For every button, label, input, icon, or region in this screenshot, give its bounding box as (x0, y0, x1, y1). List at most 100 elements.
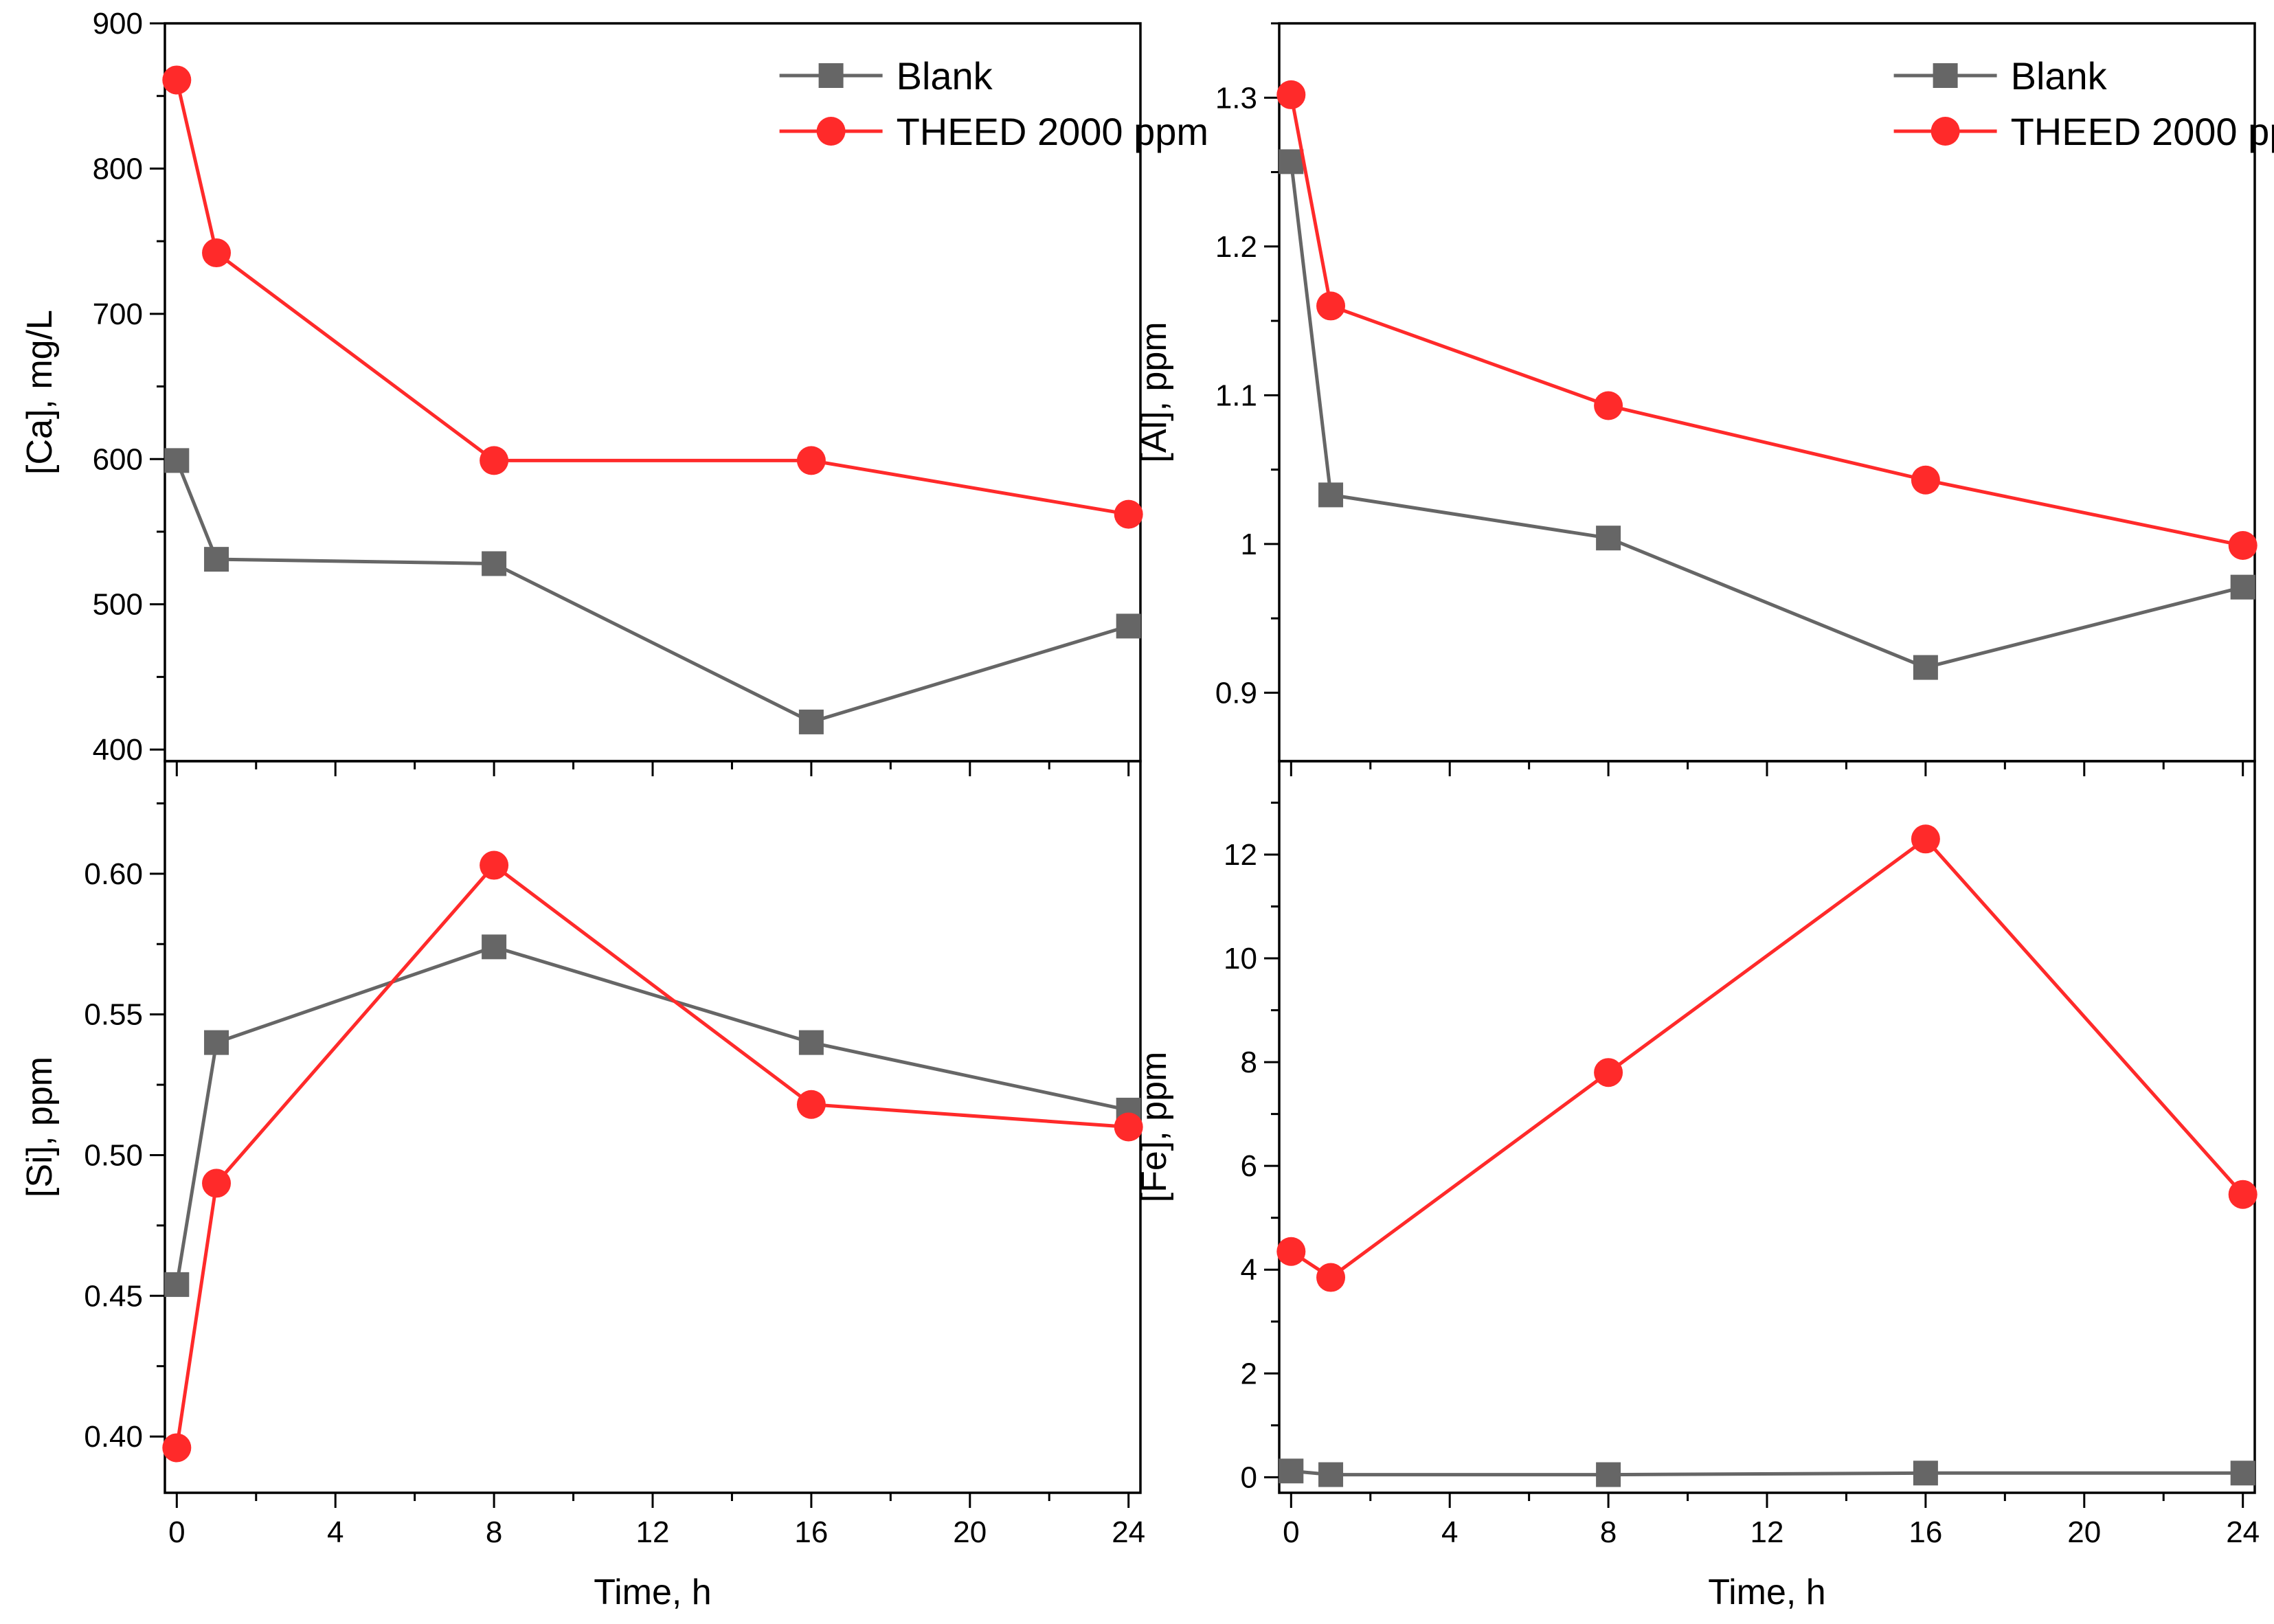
x-tick-label: 4 (327, 1515, 344, 1549)
data-point (1114, 1112, 1143, 1142)
series-theed (1276, 80, 2258, 561)
data-point (1913, 655, 1938, 680)
data-point (164, 448, 190, 473)
x-tick-label: 8 (486, 1515, 502, 1549)
legend-label: Blank (897, 54, 993, 98)
data-point (1276, 80, 1306, 109)
data-point (1594, 391, 1623, 420)
data-point (162, 65, 192, 95)
series-theed (162, 850, 1143, 1463)
y-tick-label: 6 (1241, 1149, 1257, 1183)
series-blank (1279, 149, 2255, 680)
x-tick-label: 12 (636, 1515, 670, 1549)
series-blank (164, 448, 1141, 734)
plot-frame (1278, 760, 2256, 1494)
y-tick-label: 0.9 (1215, 676, 1257, 710)
data-point (798, 709, 824, 734)
series-blank (1279, 1458, 2255, 1487)
x-tick-label: 0 (1283, 1515, 1299, 1549)
data-point (1913, 1461, 1938, 1486)
data-point (1116, 613, 1141, 639)
data-point (1279, 1458, 1304, 1484)
plot-frame (164, 760, 1142, 1494)
y-axis-label: [Al], ppm (1134, 322, 1174, 462)
x-tick-label: 24 (1112, 1515, 1145, 1549)
data-point (1594, 1058, 1623, 1087)
y-tick-label: 800 (93, 152, 143, 185)
y-tick-label: 0.45 (84, 1279, 143, 1313)
y-tick-label: 1.2 (1215, 230, 1257, 264)
y-tick-label: 0.55 (84, 998, 143, 1032)
y-tick-label: 500 (93, 588, 143, 622)
data-point (162, 1433, 192, 1463)
x-tick-label: 12 (1750, 1515, 1784, 1549)
y-tick-label: 2 (1241, 1357, 1257, 1390)
series-line (1289, 161, 2244, 670)
legend-item-theed: THEED 2000 ppm (1893, 110, 2274, 153)
legend: Blank THEED 2000 ppm (779, 54, 1208, 153)
series-line (1290, 836, 2244, 1280)
data-point (798, 1030, 824, 1055)
y-tick-label: 10 (1224, 942, 1257, 975)
legend-marker (818, 63, 844, 88)
panel-bottom-left: 0.40 0.45 0.50 0.55 0.60 0 4 8 12 16 20 24 [Si], ppm… (20, 760, 1145, 1612)
data-point (480, 850, 509, 880)
y-tick-label: 4 (1241, 1253, 1257, 1287)
data-point (202, 1169, 232, 1198)
y-tick-label: 0.40 (84, 1420, 143, 1454)
x-tick-label: 8 (1600, 1515, 1617, 1549)
data-point (1318, 1462, 1344, 1487)
series-line (1291, 1469, 2243, 1477)
series-theed (162, 65, 1143, 529)
data-point (482, 551, 507, 576)
y-tick-label: 600 (93, 442, 143, 476)
data-point (1279, 149, 1304, 174)
series-blank (164, 934, 1141, 1297)
x-tick-label: 0 (168, 1515, 185, 1549)
y-tick-label: 0.60 (84, 857, 143, 891)
legend-item-blank: Blank (1893, 54, 2108, 98)
data-point (1316, 1263, 1346, 1292)
y-tick-label: 8 (1241, 1046, 1257, 1079)
series-line (175, 460, 1129, 724)
data-point (796, 1090, 826, 1119)
series-line (175, 863, 1129, 1448)
legend-item-theed: THEED 2000 ppm (779, 110, 1208, 153)
y-tick-label: 400 (93, 733, 143, 767)
series-line (1289, 94, 2244, 548)
data-point (164, 1272, 190, 1297)
y-axis-label: [Ca], mg/L (20, 310, 60, 475)
x-tick-label: 16 (794, 1515, 828, 1549)
legend: Blank THEED 2000 ppm (1893, 54, 2274, 153)
data-point (2230, 1461, 2255, 1486)
data-point (1911, 824, 1940, 854)
data-point (480, 446, 509, 475)
y-axis-label: [Fe], ppm (1134, 1052, 1174, 1203)
data-point (204, 1030, 229, 1055)
data-point (2228, 531, 2258, 561)
y-tick-label: 1.1 (1215, 379, 1257, 412)
x-tick-label: 20 (953, 1515, 987, 1549)
data-point (202, 238, 232, 268)
y-tick-label: 900 (93, 7, 143, 41)
y-tick-label: 1 (1241, 528, 1257, 561)
x-tick-label: 24 (2226, 1515, 2260, 1549)
legend-marker (1933, 63, 1958, 88)
legend-label: THEED 2000 ppm (2011, 110, 2274, 153)
legend-label: THEED 2000 ppm (897, 110, 1208, 153)
x-tick-label: 20 (2067, 1515, 2101, 1549)
x-axis-label: Time, h (1708, 1572, 1825, 1612)
data-point (1114, 499, 1143, 529)
data-point (204, 547, 229, 572)
panel-top-right: 0.9 1 1.1 1.2 1.3 [Al], ppm Blank THEED 2000 pp… (1134, 22, 2274, 776)
data-point (1276, 1237, 1306, 1266)
legend-marker (1930, 117, 1960, 146)
panel-top-left: 400 500 600 700 800 900 [Ca], mg/L Blank THEED 2… (20, 7, 1208, 776)
legend-marker (816, 117, 846, 146)
y-tick-label: 0 (1241, 1461, 1257, 1494)
data-point (1316, 291, 1346, 321)
data-point (482, 934, 507, 960)
y-tick-label: 12 (1224, 838, 1257, 872)
